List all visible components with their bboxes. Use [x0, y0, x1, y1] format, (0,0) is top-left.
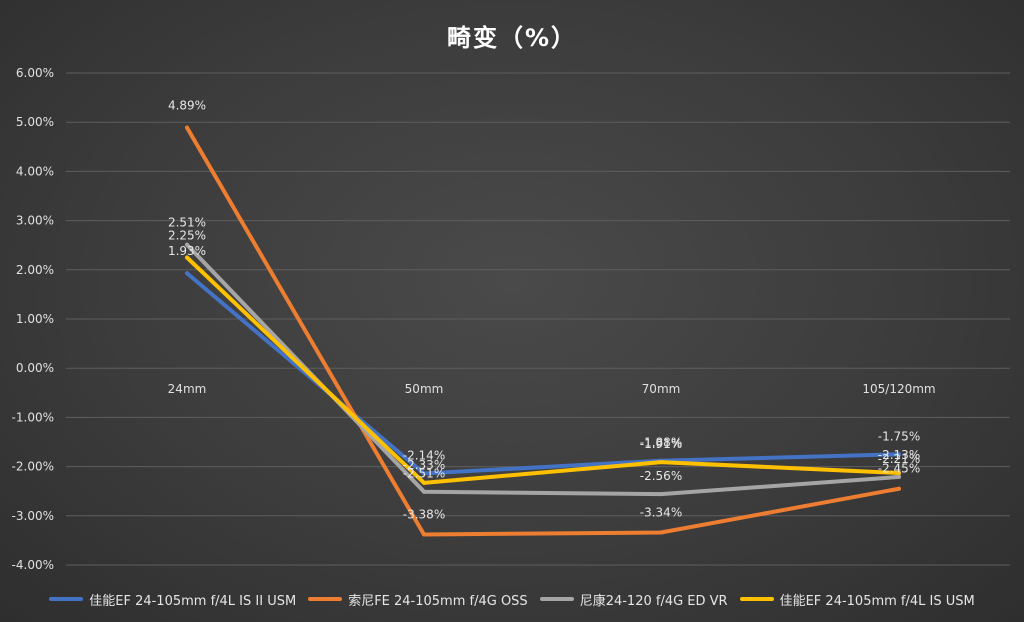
legend-item: 佳能EF 24-105mm f/4L IS USM [739, 590, 975, 609]
data-point [897, 486, 901, 491]
data-point [659, 492, 663, 497]
series-line-2 [185, 125, 901, 537]
y-tick-label: 6.00% [16, 66, 54, 80]
legend-swatch [739, 597, 774, 601]
data-point [422, 489, 426, 494]
series-lines [185, 125, 901, 537]
x-tick-label: 24mm [168, 382, 207, 396]
legend-label: 佳能EF 24-105mm f/4L IS USM [779, 593, 975, 609]
x-tick-label: 50mm [405, 382, 444, 396]
y-tick-label: 3.00% [16, 214, 54, 228]
data-point [897, 452, 901, 457]
y-tick-label: 0.00% [16, 361, 54, 375]
data-point [897, 474, 901, 479]
series-line-1 [185, 271, 901, 476]
data-label: 4.89% [168, 99, 206, 113]
series-line-4 [185, 255, 901, 485]
data-point [659, 530, 663, 535]
x-tick-label: 70mm [642, 382, 681, 396]
data-label: -1.91% [640, 437, 682, 451]
legend-label: 索尼FE 24-105mm f/4G OSS [348, 593, 528, 609]
legend-item: 尼康24-120 f/4G ED VR [539, 590, 728, 609]
legend-swatch [49, 597, 84, 601]
y-tick-label: -2.00% [12, 460, 54, 474]
y-tick-label: 1.00% [16, 312, 54, 326]
y-tick-label: 2.00% [16, 263, 54, 277]
data-label: -1.75% [878, 429, 920, 443]
data-label: -2.13% [878, 448, 920, 462]
y-axis-ticks: 6.00% 5.00% 4.00% 3.00% 2.00% 1.00% 0.00% -1.00… [12, 66, 54, 572]
data-point [422, 480, 426, 485]
chart-title: 畸变（%） [446, 24, 578, 52]
legend-swatch [308, 597, 343, 601]
data-label: -3.38% [403, 507, 445, 521]
data-point [659, 460, 663, 465]
y-tick-label: -3.00% [12, 509, 54, 523]
data-point [185, 242, 189, 247]
data-label: 2.25% [168, 229, 206, 243]
data-point [185, 271, 189, 276]
x-tick-label: 105/120mm [862, 382, 935, 396]
data-point [422, 471, 426, 476]
y-tick-label: -4.00% [12, 558, 54, 572]
legend-label: 尼康24-120 f/4G ED VR [579, 593, 728, 609]
y-tick-label: 5.00% [16, 115, 54, 129]
data-point [897, 470, 901, 475]
data-label: -2.21% [878, 452, 920, 466]
data-label: 2.51% [168, 216, 206, 230]
data-label: -2.14% [403, 448, 445, 462]
data-point [422, 532, 426, 537]
legend-item: 索尼FE 24-105mm f/4G OSS [308, 590, 528, 609]
data-point [185, 125, 189, 130]
data-label: -2.33% [403, 458, 445, 472]
data-label: -2.45% [878, 462, 920, 476]
data-label: -3.34% [640, 506, 682, 520]
legend-swatch [539, 597, 574, 601]
x-axis-ticks: 24mm 50mm 70mm 105/120mm [168, 382, 936, 396]
data-label: -2.51% [403, 467, 445, 481]
gridlines [66, 72, 1010, 566]
y-tick-label: 4.00% [16, 164, 54, 178]
data-label: 1.93% [168, 244, 206, 258]
data-labels: 1.93% -2.14% -1.88% -1.75% 4.89% -3.38% -3.34%… [168, 99, 920, 522]
legend-label: 佳能EF 24-105mm f/4L IS II USM [89, 593, 297, 609]
y-tick-label: -1.00% [12, 410, 54, 424]
data-point [185, 255, 189, 260]
data-label: -1.88% [640, 436, 682, 450]
legend-item: 佳能EF 24-105mm f/4L IS II USM [49, 590, 296, 609]
legend: 佳能EF 24-105mm f/4L IS II USM 索尼FE 24-105m… [0, 588, 1024, 610]
data-label: -2.56% [640, 469, 682, 483]
